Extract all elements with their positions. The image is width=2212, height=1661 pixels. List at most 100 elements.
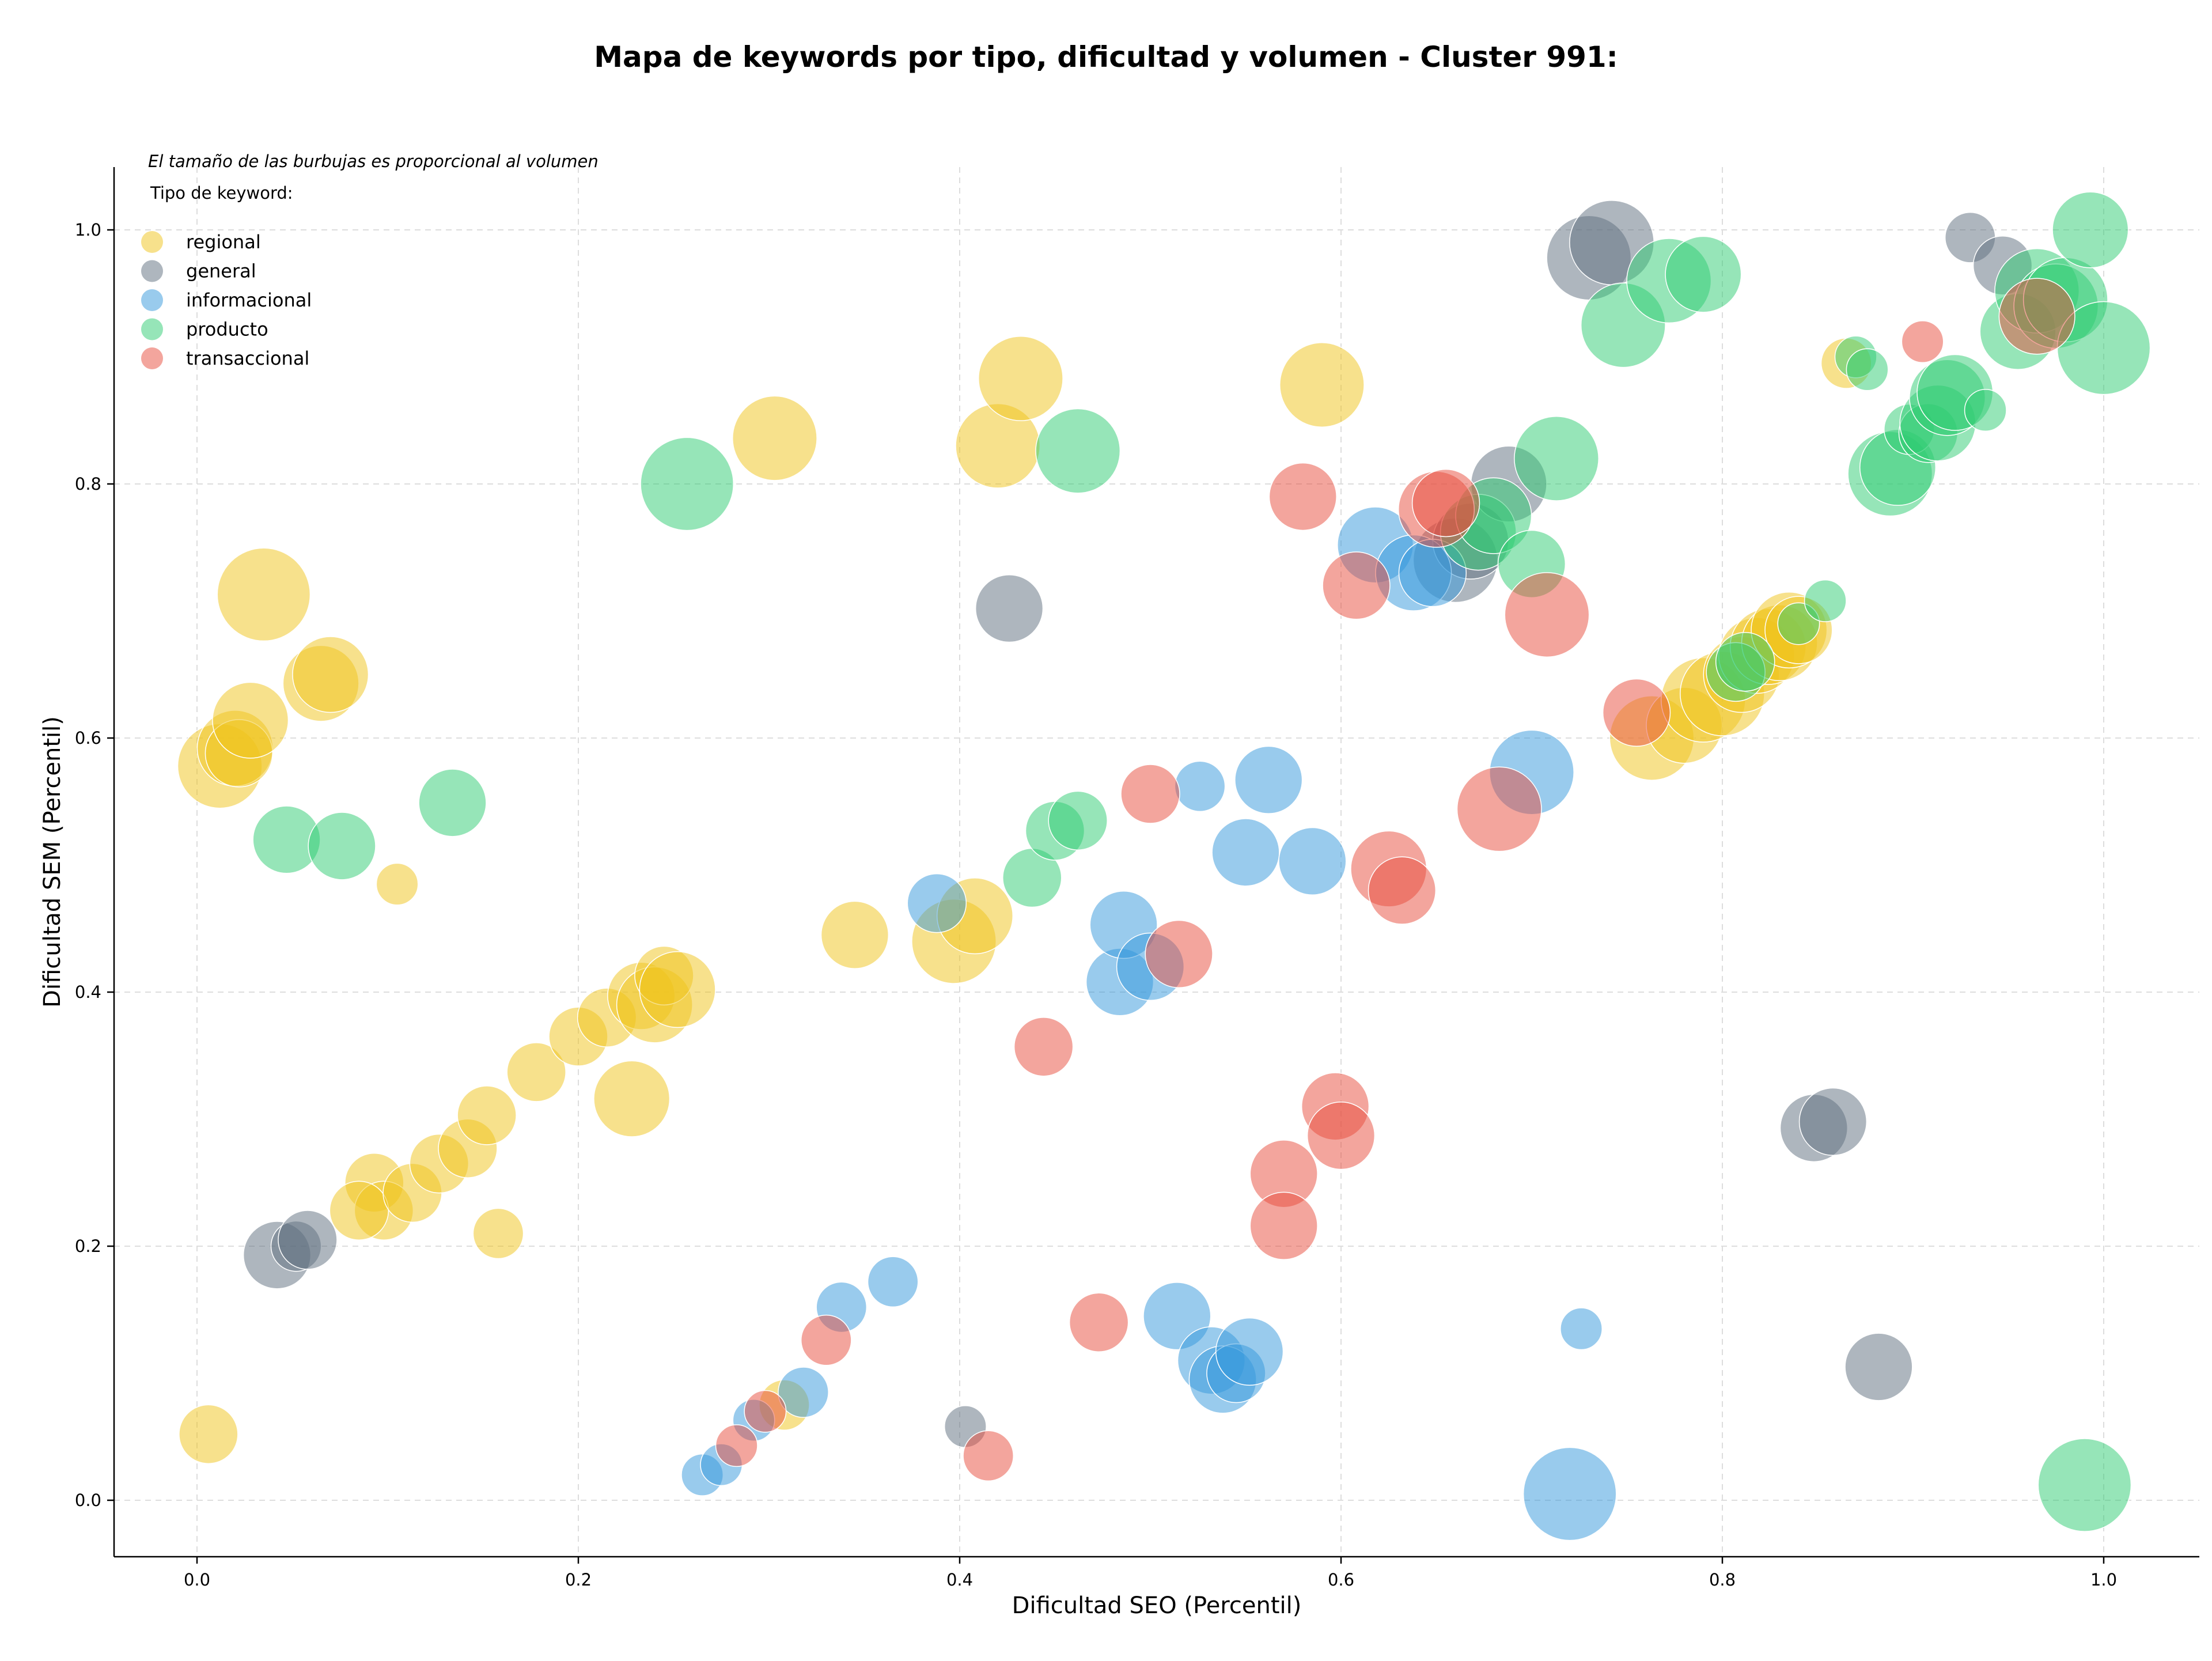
data-point-producto bbox=[418, 769, 487, 837]
data-point-producto bbox=[1035, 408, 1121, 494]
data-point-informacional bbox=[1174, 760, 1226, 812]
legend-item-producto: producto bbox=[141, 318, 268, 340]
data-point-transaccional bbox=[1145, 920, 1213, 988]
data-point-transaccional bbox=[1069, 1292, 1129, 1353]
data-point-general bbox=[1798, 1087, 1868, 1156]
data-point-producto bbox=[1964, 389, 2007, 432]
data-point-regional bbox=[212, 682, 289, 759]
ticks: 0.0 0.2 0.4 0.6 0.8 1.0 0.0 0.2 0.4 0.6 0.8 1.0 bbox=[75, 220, 2117, 1590]
y-tick-label: 0.6 bbox=[75, 728, 101, 748]
legend-item-informacional: informacional bbox=[141, 289, 312, 311]
legend-label: producto bbox=[186, 319, 268, 340]
data-point-transaccional bbox=[1249, 1191, 1318, 1260]
data-point-regional bbox=[217, 547, 311, 642]
data-point-general bbox=[975, 574, 1044, 643]
legend-title: Tipo de keyword: bbox=[150, 183, 293, 203]
data-point-producto bbox=[2052, 191, 2129, 268]
series-informacional bbox=[681, 506, 1617, 1541]
data-point-transaccional bbox=[800, 1314, 852, 1366]
data-point-general bbox=[1844, 1333, 1913, 1401]
data-point-general bbox=[278, 1210, 338, 1270]
data-point-regional bbox=[329, 1181, 389, 1241]
data-point-producto bbox=[308, 812, 376, 880]
axes-spines bbox=[113, 167, 2199, 1558]
legend-item-general: general bbox=[141, 260, 256, 282]
legend-label: informacional bbox=[186, 289, 312, 311]
data-point-regional bbox=[639, 951, 716, 1028]
data-point-transaccional bbox=[1901, 320, 1944, 363]
data-point-producto bbox=[1665, 236, 1742, 313]
data-point-producto bbox=[1804, 579, 1847, 622]
chart-title: Mapa de keywords por tipo, dificultad y … bbox=[594, 40, 1618, 74]
data-point-transaccional bbox=[1411, 468, 1480, 538]
data-point-producto bbox=[640, 437, 734, 531]
y-tick-label: 1.0 bbox=[75, 220, 101, 240]
y-tick-label: 0.4 bbox=[75, 982, 101, 1002]
legend-item-transaccional: transaccional bbox=[141, 347, 309, 369]
data-point-informacional bbox=[1522, 1447, 1617, 1541]
data-point-regional bbox=[179, 1404, 238, 1465]
data-point-producto bbox=[1846, 348, 1889, 391]
data-point-informacional bbox=[1234, 746, 1303, 814]
series-transaccional bbox=[715, 278, 2075, 1482]
data-point-transaccional bbox=[1368, 856, 1437, 925]
x-tick-label: 0.4 bbox=[946, 1570, 973, 1590]
legend-marker bbox=[141, 318, 163, 340]
legend-label: regional bbox=[186, 231, 261, 253]
data-point-regional bbox=[1279, 342, 1365, 427]
data-point-regional bbox=[593, 1060, 671, 1137]
data-point-regional bbox=[457, 1085, 517, 1145]
data-point-producto bbox=[2037, 1438, 2132, 1532]
x-tick-label: 1.0 bbox=[2090, 1570, 2117, 1590]
data-point-informacional bbox=[1215, 1317, 1284, 1386]
data-point-transaccional bbox=[715, 1424, 758, 1467]
legend: El tamaño de las burbujas es proporciona… bbox=[141, 152, 599, 369]
legend-marker bbox=[141, 289, 163, 311]
y-tick-label: 0.2 bbox=[75, 1236, 101, 1256]
data-point-transaccional bbox=[1456, 766, 1542, 852]
legend-marker bbox=[141, 347, 163, 369]
x-tick-label: 0.6 bbox=[1328, 1570, 1354, 1590]
data-point-transaccional bbox=[1013, 1017, 1074, 1077]
data-point-regional bbox=[506, 1042, 566, 1102]
data-point-informacional bbox=[867, 1256, 919, 1308]
data-point-regional bbox=[292, 636, 369, 713]
data-point-regional bbox=[732, 395, 817, 481]
data-point-transaccional bbox=[1998, 278, 2075, 355]
legend-label: transaccional bbox=[186, 347, 309, 369]
legend-item-regional: regional bbox=[141, 231, 261, 253]
legend-marker bbox=[141, 260, 163, 282]
x-axis-label: Dificultad SEO (Percentil) bbox=[1012, 1592, 1302, 1619]
legend-label: general bbox=[186, 260, 256, 282]
data-point-transaccional bbox=[1504, 572, 1590, 658]
data-point-transaccional bbox=[1268, 462, 1337, 531]
data-point-informacional bbox=[778, 1367, 829, 1418]
data-point-transaccional bbox=[963, 1430, 1014, 1482]
x-tick-label: 0.8 bbox=[1709, 1570, 1736, 1590]
data-point-transaccional bbox=[1120, 764, 1180, 824]
x-tick-label: 0.2 bbox=[565, 1570, 592, 1590]
data-point-transaccional bbox=[1322, 551, 1391, 620]
data-point-informacional bbox=[907, 873, 967, 933]
data-point-regional bbox=[376, 862, 419, 906]
data-point-informacional bbox=[1211, 818, 1280, 887]
y-tick-label: 0.0 bbox=[75, 1490, 101, 1510]
data-point-regional bbox=[472, 1208, 524, 1259]
data-point-regional bbox=[820, 901, 889, 969]
data-point-producto bbox=[1514, 415, 1599, 501]
data-point-transaccional bbox=[744, 1390, 787, 1433]
legend-entries: regional general informacional producto tran… bbox=[141, 231, 312, 369]
data-point-producto bbox=[1715, 631, 1775, 692]
x-tick-label: 0.0 bbox=[184, 1570, 210, 1590]
legend-note: El tamaño de las burbujas es proporciona… bbox=[148, 152, 599, 171]
data-point-informacional bbox=[1278, 827, 1347, 896]
data-point-transaccional bbox=[1306, 1102, 1376, 1170]
y-axis-label: Dificultad SEM (Percentil) bbox=[39, 716, 66, 1008]
data-point-producto bbox=[1048, 790, 1108, 851]
data-point-informacional bbox=[1560, 1307, 1603, 1350]
legend-marker bbox=[141, 231, 163, 253]
data-point-transaccional bbox=[1602, 678, 1671, 747]
data-point-regional bbox=[978, 336, 1063, 421]
